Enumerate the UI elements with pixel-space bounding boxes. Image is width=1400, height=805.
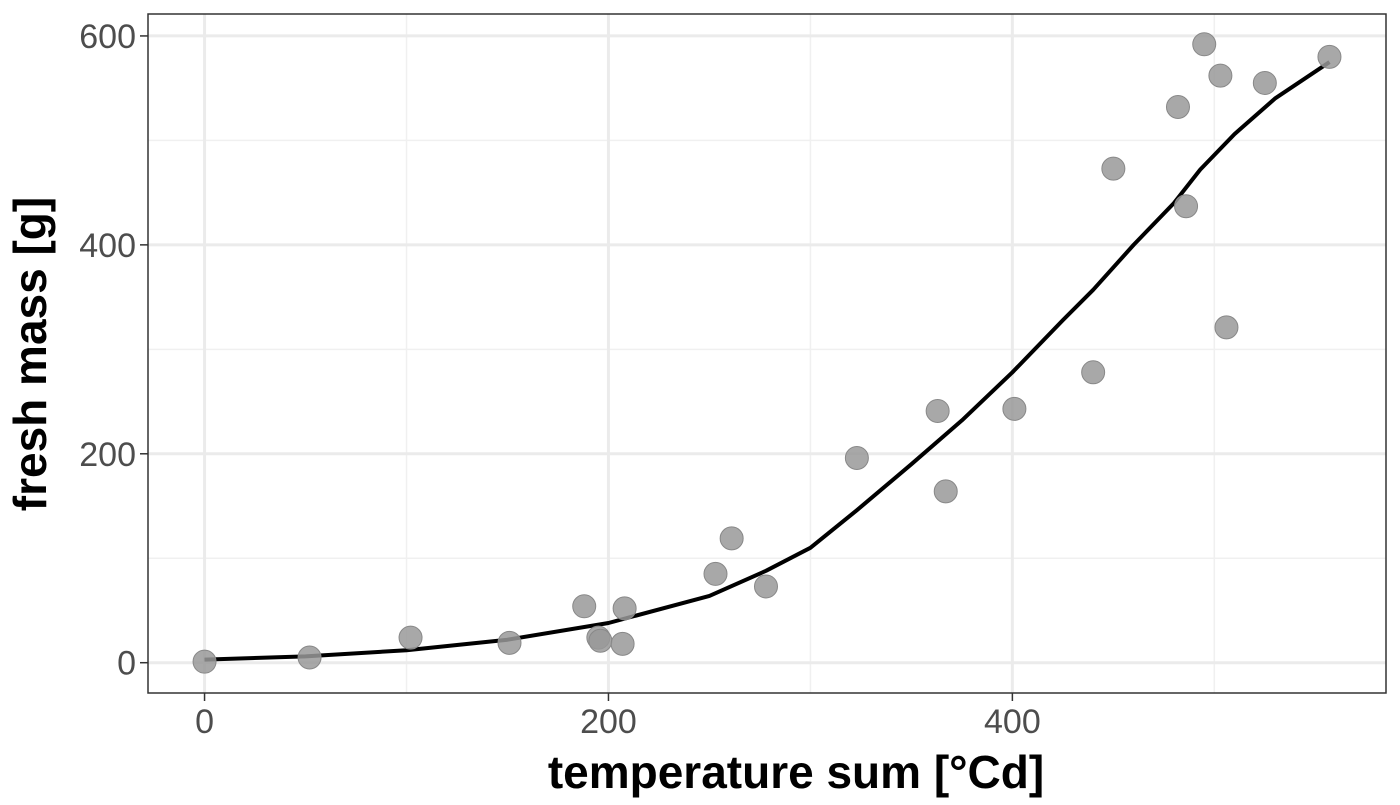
data-point <box>1165 94 1190 119</box>
data-point <box>572 594 597 619</box>
data-point <box>933 479 958 504</box>
points-group <box>192 32 1342 674</box>
data-point <box>1081 360 1106 385</box>
data-point <box>398 625 423 650</box>
data-point <box>1317 44 1342 69</box>
data-point <box>1101 156 1126 181</box>
x-tick-label: 400 <box>984 703 1041 741</box>
x-tick-label: 200 <box>580 703 637 741</box>
data-point <box>753 574 778 599</box>
fit-line-group <box>204 60 1331 662</box>
gridlines <box>148 14 1386 693</box>
y-tick-label: 200 <box>79 436 136 474</box>
data-point <box>1174 194 1199 219</box>
data-point <box>925 398 950 423</box>
data-point <box>703 561 728 586</box>
y-tick-label: 400 <box>79 227 136 265</box>
y-axis-label: fresh mass [g] <box>4 197 56 511</box>
data-point <box>844 445 869 470</box>
data-point <box>1192 32 1217 57</box>
data-point <box>610 631 635 656</box>
data-point <box>588 628 613 653</box>
data-point <box>297 645 322 670</box>
data-point <box>612 596 637 621</box>
data-point <box>1252 70 1277 95</box>
data-point <box>1208 63 1233 88</box>
y-tick-label: 0 <box>117 645 136 683</box>
plot-panel-border <box>147 13 1387 694</box>
y-tick-label: 600 <box>79 18 136 56</box>
data-point <box>192 649 217 674</box>
data-point <box>1002 396 1027 421</box>
data-point <box>497 630 522 655</box>
fit-line <box>204 60 1331 662</box>
data-point <box>1214 315 1239 340</box>
x-axis-label: temperature sum [°Cd] <box>548 746 1044 798</box>
x-tick-label: 0 <box>195 703 214 741</box>
axis-ticks: 0 200 400 0 200 400 600 <box>79 18 1040 741</box>
data-point <box>719 526 744 551</box>
